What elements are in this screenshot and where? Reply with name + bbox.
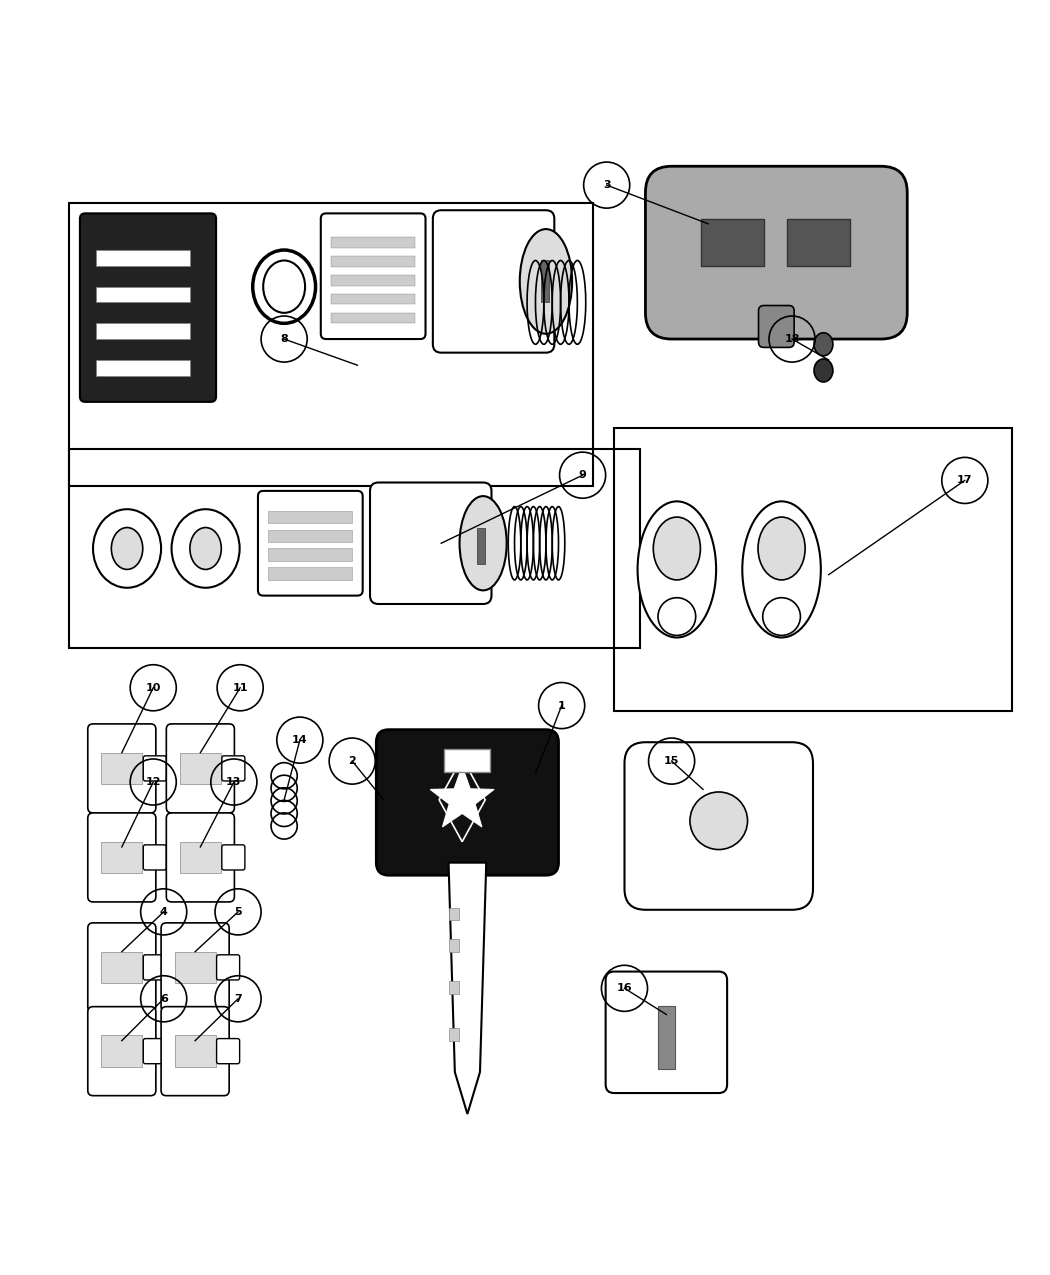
FancyBboxPatch shape — [222, 845, 245, 870]
Ellipse shape — [520, 230, 572, 334]
FancyBboxPatch shape — [166, 813, 234, 901]
Bar — [331, 237, 415, 247]
FancyBboxPatch shape — [625, 742, 813, 910]
Text: 10: 10 — [146, 683, 161, 692]
Ellipse shape — [758, 518, 805, 580]
Text: 5: 5 — [234, 907, 242, 917]
Ellipse shape — [171, 509, 239, 588]
FancyBboxPatch shape — [433, 210, 554, 353]
Bar — [69, 449, 640, 648]
Bar — [331, 312, 415, 324]
Text: 1: 1 — [558, 700, 566, 710]
Text: 4: 4 — [160, 907, 168, 917]
FancyBboxPatch shape — [646, 166, 907, 339]
Bar — [444, 748, 490, 771]
Text: 3: 3 — [603, 180, 610, 190]
Bar — [180, 752, 220, 784]
Bar — [614, 428, 1012, 710]
Polygon shape — [448, 863, 486, 1114]
FancyBboxPatch shape — [216, 1039, 239, 1063]
Bar — [174, 951, 215, 983]
Bar — [331, 256, 415, 266]
Bar — [269, 548, 352, 561]
FancyBboxPatch shape — [161, 923, 229, 1012]
Bar — [96, 250, 190, 265]
Bar — [102, 1035, 142, 1067]
FancyBboxPatch shape — [376, 729, 559, 875]
Bar — [786, 218, 849, 265]
Circle shape — [762, 598, 800, 635]
Bar — [331, 275, 415, 286]
Text: 7: 7 — [234, 993, 242, 1003]
Ellipse shape — [460, 496, 507, 590]
FancyBboxPatch shape — [166, 724, 234, 813]
FancyBboxPatch shape — [143, 1039, 166, 1063]
Text: 16: 16 — [616, 983, 632, 993]
Bar — [448, 908, 459, 921]
Text: 17: 17 — [958, 476, 972, 486]
Bar — [448, 980, 459, 993]
Ellipse shape — [653, 518, 700, 580]
FancyBboxPatch shape — [758, 306, 794, 347]
Ellipse shape — [814, 333, 833, 356]
Bar — [269, 511, 352, 523]
FancyBboxPatch shape — [321, 213, 425, 339]
FancyBboxPatch shape — [88, 1007, 155, 1095]
Bar — [102, 951, 142, 983]
Bar — [477, 528, 485, 565]
Bar — [180, 842, 220, 873]
FancyBboxPatch shape — [161, 1007, 229, 1095]
FancyBboxPatch shape — [216, 955, 239, 980]
Bar — [541, 260, 549, 302]
Bar — [331, 295, 415, 305]
Bar — [269, 529, 352, 542]
Bar — [69, 203, 593, 486]
FancyBboxPatch shape — [606, 972, 727, 1093]
Circle shape — [658, 598, 696, 635]
FancyBboxPatch shape — [88, 813, 155, 901]
FancyBboxPatch shape — [258, 491, 362, 595]
Text: 13: 13 — [226, 776, 242, 787]
Bar — [448, 1028, 459, 1040]
Text: 6: 6 — [160, 993, 168, 1003]
Bar — [174, 1035, 215, 1067]
Text: 11: 11 — [232, 683, 248, 692]
Text: 12: 12 — [146, 776, 161, 787]
Text: 18: 18 — [784, 334, 800, 344]
Text: 14: 14 — [292, 736, 308, 745]
Bar — [102, 752, 142, 784]
Bar — [701, 218, 763, 265]
Text: 8: 8 — [280, 334, 288, 344]
Bar — [102, 842, 142, 873]
Ellipse shape — [690, 792, 748, 849]
Text: 9: 9 — [579, 470, 587, 481]
Bar — [658, 1006, 675, 1068]
Ellipse shape — [814, 360, 833, 382]
Text: 15: 15 — [664, 756, 679, 766]
FancyBboxPatch shape — [222, 756, 245, 782]
Bar — [96, 360, 190, 376]
FancyBboxPatch shape — [88, 923, 155, 1012]
FancyBboxPatch shape — [88, 724, 155, 813]
Ellipse shape — [742, 501, 821, 638]
FancyBboxPatch shape — [370, 482, 491, 604]
Bar — [269, 567, 352, 580]
Bar — [96, 287, 190, 302]
FancyBboxPatch shape — [143, 845, 166, 870]
Polygon shape — [430, 766, 495, 827]
Ellipse shape — [637, 501, 716, 638]
Bar — [96, 324, 190, 339]
FancyBboxPatch shape — [143, 955, 166, 980]
FancyBboxPatch shape — [143, 756, 166, 782]
Ellipse shape — [190, 528, 222, 570]
Text: 2: 2 — [349, 756, 356, 766]
FancyBboxPatch shape — [80, 213, 216, 402]
Ellipse shape — [93, 509, 161, 588]
Bar — [448, 940, 459, 951]
Ellipse shape — [111, 528, 143, 570]
